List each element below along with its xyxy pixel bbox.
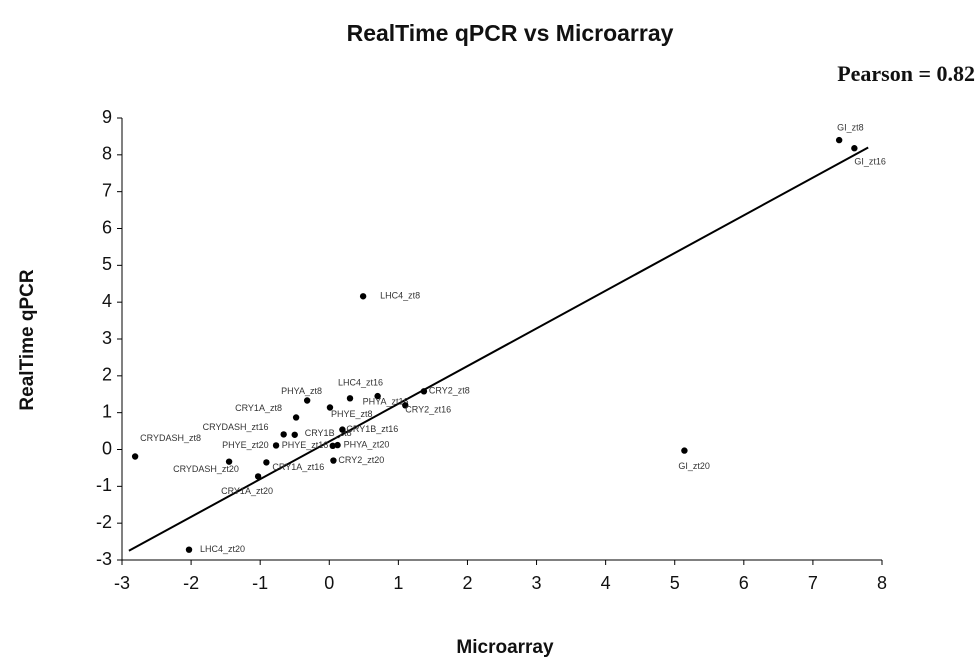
point [339,426,346,433]
point-label: PHYE_zt8 [331,409,373,419]
annotation: Pearson = 0.82 [837,61,975,86]
point-label: LHC4_zt20 [200,544,245,554]
y-tick-label: 7 [102,180,112,200]
point [374,392,381,400]
y-tick-label: 5 [102,254,112,274]
x-tick-label: -1 [252,573,268,593]
y-tick-label: 9 [102,107,112,127]
x-tick-label: 0 [324,573,334,593]
point [263,459,270,466]
point [303,397,311,404]
point [334,441,341,449]
point-label: PHYA_zt20 [344,439,390,449]
point [359,293,367,300]
point-label: CRYDASH_zt16 [203,422,269,432]
point [346,395,354,402]
point-label: CRY1B_zt8 [305,428,352,438]
point [272,442,280,449]
x-tick-label: 2 [462,573,472,593]
y-tick-label: 3 [102,328,112,348]
point-label: PHYE_zt16 [282,440,329,450]
point [291,431,298,438]
y-tick-label: -3 [96,549,112,569]
point [402,402,409,409]
point-label: CRY1A_zt20 [221,486,273,496]
x-axis-label: Microarray [456,637,554,658]
point-label: LHC4_zt8 [380,291,420,301]
y-tick-label: 6 [102,217,112,237]
point-label: GI_zt20 [678,461,710,471]
y-tick-label: -2 [96,512,112,532]
x-tick-label: 3 [532,573,542,593]
point [254,473,262,480]
y-tick-label: 4 [102,291,112,311]
point [292,414,300,421]
x-tick-label: -3 [114,573,130,593]
point-label: CRYDASH_zt20 [173,464,239,474]
y-tick-label: 8 [102,144,112,164]
point-label: CRY1B_zt16 [346,424,398,434]
point [329,442,336,450]
y-tick-label: -1 [96,475,112,495]
point-label: CRY2_zt8 [429,386,470,396]
x-tick-label: 6 [739,573,749,593]
point [330,457,337,464]
chart-title: RealTime qPCR vs Microarray [347,20,674,46]
point-label: GI_zt16 [854,157,886,167]
point [185,546,193,553]
x-tick-label: 4 [601,573,611,593]
y-tick-label: 1 [102,401,112,421]
y-tick-label: 2 [102,365,112,385]
point [851,145,858,152]
point [280,431,287,438]
point-label: PHYA_zt16 [363,396,409,406]
y-axis-label: RealTime qPCR [17,269,38,410]
point [131,453,139,460]
trend-line [128,146,869,552]
point-label: LHC4_zt16 [338,378,383,388]
point-label: CRY1A_zt8 [235,403,282,413]
x-tick-label: 1 [393,573,403,593]
x-tick-label: 8 [877,573,887,593]
point-label: CRYDASH_zt8 [140,433,201,443]
point-label: CRY1A_zt16 [272,462,324,472]
point-label: PHYE_zt20 [222,440,269,450]
point [420,388,428,395]
point-label: GI_zt8 [837,122,864,132]
point [225,458,233,465]
x-tick-label: 5 [670,573,680,593]
x-tick-label: 7 [808,573,818,593]
x-tick-label: -2 [183,573,199,593]
point-label: PHYA_zt8 [281,386,322,396]
y-tick-label: 0 [102,438,112,458]
point [326,404,334,411]
point [835,136,843,144]
point-label: CRY2_zt20 [338,455,384,465]
point-label: CRY2_zt16 [405,405,451,415]
point [681,447,688,454]
